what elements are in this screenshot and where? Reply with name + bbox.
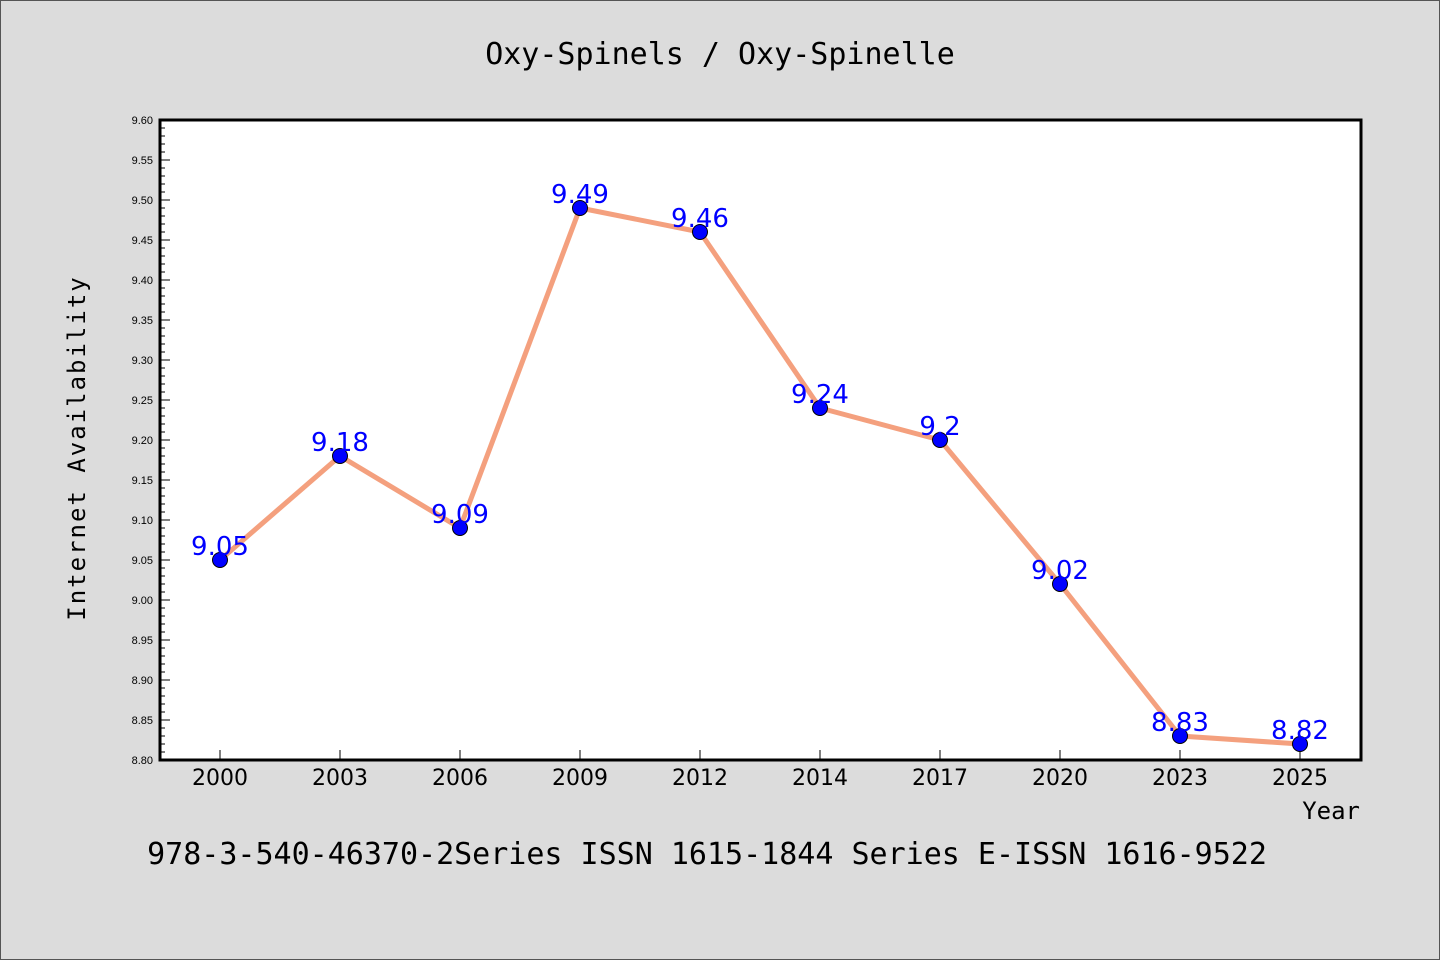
data-label: 9.02 (1031, 556, 1089, 586)
chart-title: Oxy-Spinels / Oxy-Spinelle (485, 37, 955, 72)
y-tick-label: 9.40 (132, 275, 153, 287)
data-label: 9.09 (431, 500, 489, 530)
data-point (812, 400, 828, 416)
y-axis-label: Internet Availability (63, 275, 91, 620)
x-axis-label: Year (1302, 797, 1360, 825)
x-tick-label: 2025 (1272, 766, 1328, 791)
footer-isbn-text: 978-3-540-46370-2Series ISSN 1615-1844 S… (147, 837, 1267, 872)
x-tick-label: 2023 (1152, 766, 1208, 791)
x-tick-label: 2017 (912, 766, 968, 791)
series-line-group (212, 200, 1308, 752)
x-tick-label: 2014 (792, 766, 848, 791)
y-tick-label: 9.50 (132, 195, 153, 207)
data-label: 9.46 (671, 204, 729, 234)
data-label: 8.82 (1271, 716, 1329, 746)
x-tick-label: 2020 (1032, 766, 1088, 791)
data-label: 9.05 (191, 532, 249, 562)
y-tick-label: 9.30 (132, 355, 153, 367)
y-tick-label: 8.80 (132, 755, 153, 767)
y-tick-label: 9.00 (132, 595, 153, 607)
x-axis: 2000 2003 2006 2009 2012 2014 2017 2020 2023 2025 (192, 750, 1328, 791)
series-line (218, 205, 1301, 747)
data-label: 9.24 (791, 380, 849, 410)
y-tick-label: 8.95 (132, 635, 153, 647)
x-tick-label: 2000 (192, 766, 248, 791)
data-labels: 9.05 9.18 9.09 9.49 9.46 9.24 9.2 9.02 8.83 8.82 (191, 180, 1329, 746)
y-tick-label: 9.20 (132, 435, 153, 447)
data-label: 9.18 (311, 428, 369, 458)
data-point (212, 552, 228, 568)
y-tick-label: 8.90 (132, 675, 153, 687)
data-point (932, 432, 948, 448)
y-axis: 8.80 8.85 8.90 8.95 9.00 9.05 9.10 9.15 9.20 9.25… (132, 115, 170, 767)
data-point (1172, 728, 1188, 744)
y-tick-label: 9.25 (132, 395, 153, 407)
y-tick-label: 9.10 (132, 515, 153, 527)
plot-area (158, 118, 1363, 762)
data-point (332, 448, 348, 464)
data-point (1292, 736, 1308, 752)
data-point (1052, 576, 1068, 592)
x-tick-label: 2012 (672, 766, 728, 791)
data-point (452, 520, 468, 536)
data-label: 8.83 (1151, 708, 1209, 738)
data-label: 9.49 (551, 180, 609, 210)
y-tick-label: 9.15 (132, 475, 153, 487)
y-tick-label: 9.05 (132, 555, 153, 567)
y-tick-label: 9.55 (132, 155, 153, 167)
data-point (692, 224, 708, 240)
y-tick-label: 9.45 (132, 235, 153, 247)
data-point (572, 200, 588, 216)
x-tick-label: 2009 (552, 766, 608, 791)
data-label: 9.2 (919, 412, 960, 442)
x-tick-label: 2003 (312, 766, 368, 791)
y-tick-label: 9.60 (132, 115, 153, 127)
x-tick-label: 2006 (432, 766, 488, 791)
y-tick-label: 9.35 (132, 315, 153, 327)
y-tick-label: 8.85 (132, 715, 153, 727)
